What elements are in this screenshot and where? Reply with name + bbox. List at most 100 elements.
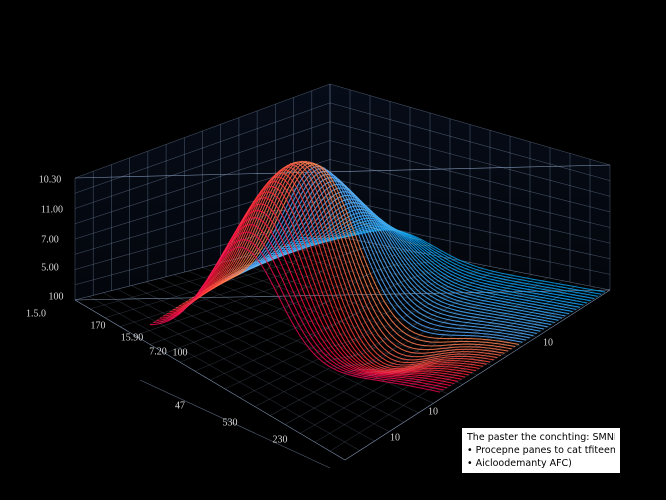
tick-label: 47 [175, 400, 185, 411]
tick-label: 230 [273, 434, 288, 445]
tick-label: 7.20 [149, 346, 167, 357]
surface-line [179, 185, 473, 374]
surface-line [149, 246, 441, 393]
surface-line [224, 165, 523, 343]
grid-line [273, 249, 552, 329]
tick-label: 1.5.0 [26, 308, 46, 319]
grid-line [74, 164, 611, 179]
legend: The paster the conchting: SMNI • Procepn… [462, 428, 620, 473]
grid-line [329, 178, 611, 244]
surface-line [362, 277, 524, 379]
tick-label: 10 [543, 337, 553, 348]
grid-line [284, 277, 548, 425]
grid-line [329, 196, 611, 260]
surface-line [333, 271, 494, 369]
surface-line [195, 166, 491, 366]
tick-label: 100 [173, 347, 188, 358]
surface-line [257, 198, 559, 321]
surface-line [192, 169, 487, 368]
grid-line [74, 83, 331, 179]
grid-line [287, 245, 566, 319]
surface-line [172, 197, 466, 378]
grid-line [329, 83, 611, 166]
surface-line [267, 208, 570, 315]
tick-label: 7.00 [41, 234, 59, 245]
surface-line [264, 205, 566, 317]
surface-line [247, 187, 548, 328]
legend-title: The paster the conchting: SMNI [467, 432, 615, 443]
surface-line [215, 161, 512, 350]
surface-line [198, 164, 494, 364]
surface-line [285, 246, 443, 311]
surface-line [256, 175, 412, 258]
surface-line [227, 171, 382, 254]
surface [149, 160, 606, 393]
surface-line [244, 183, 545, 330]
surface-line [410, 286, 575, 387]
surface-line [237, 176, 537, 334]
surface-line [202, 162, 498, 361]
grid-line [103, 292, 375, 442]
grid-line [104, 240, 362, 319]
surface-line [246, 163, 402, 250]
tick-label: 5.00 [41, 262, 59, 273]
surface-line [372, 279, 534, 380]
surface-line [176, 191, 469, 376]
surface-line [198, 230, 351, 293]
grid-line [74, 299, 346, 461]
surface-line [236, 161, 392, 248]
legend-item: • Aicloodemanty AFC) [467, 458, 572, 469]
surface-line [231, 170, 530, 339]
grid-line [119, 243, 377, 327]
surface-line [314, 265, 473, 355]
surface-line [162, 216, 455, 385]
surface-line [323, 268, 484, 363]
surface-line [439, 291, 606, 393]
grid-line [131, 285, 405, 423]
surface-line [149, 237, 301, 325]
legend-item: • Procepne panes to cat tfiteenaltyly [467, 445, 615, 456]
grid-line [315, 238, 596, 300]
grid-line [139, 379, 331, 469]
surface-line [207, 209, 362, 279]
grid-line [254, 271, 517, 407]
surface-line [401, 284, 565, 385]
surface-line [188, 237, 341, 306]
surface-line [304, 261, 463, 343]
grid-line [74, 196, 331, 270]
surface-line [241, 180, 541, 332]
tick-label: 530 [223, 417, 238, 428]
surface-line [254, 194, 555, 324]
surface-line [391, 282, 555, 383]
surface-line [293, 227, 598, 297]
surface-line [283, 222, 588, 304]
grid-line [74, 102, 331, 194]
surface-line [343, 273, 504, 374]
surface-line [275, 222, 433, 291]
grid-line [329, 102, 611, 181]
surface-line [352, 275, 514, 376]
surface-line [211, 160, 509, 352]
surface-line [277, 217, 580, 308]
grid-line [224, 265, 486, 390]
tick-label: 15.90 [121, 332, 144, 343]
surface-line [218, 162, 516, 348]
tick-label: 10 [390, 432, 400, 443]
tick-label: 100 [49, 291, 64, 302]
grid-line [74, 140, 331, 225]
grid-line [74, 121, 331, 209]
grid-line [239, 268, 502, 399]
surface-line [182, 180, 476, 372]
grid-line [329, 140, 611, 213]
grid-line [74, 289, 611, 301]
surface-line [188, 172, 484, 370]
grid-line [74, 215, 331, 286]
grid-line [244, 256, 522, 347]
grid-line [89, 296, 360, 451]
tick-label: 10 [428, 406, 438, 417]
surface-line [169, 203, 462, 380]
tick-label: 10.30 [39, 174, 62, 185]
